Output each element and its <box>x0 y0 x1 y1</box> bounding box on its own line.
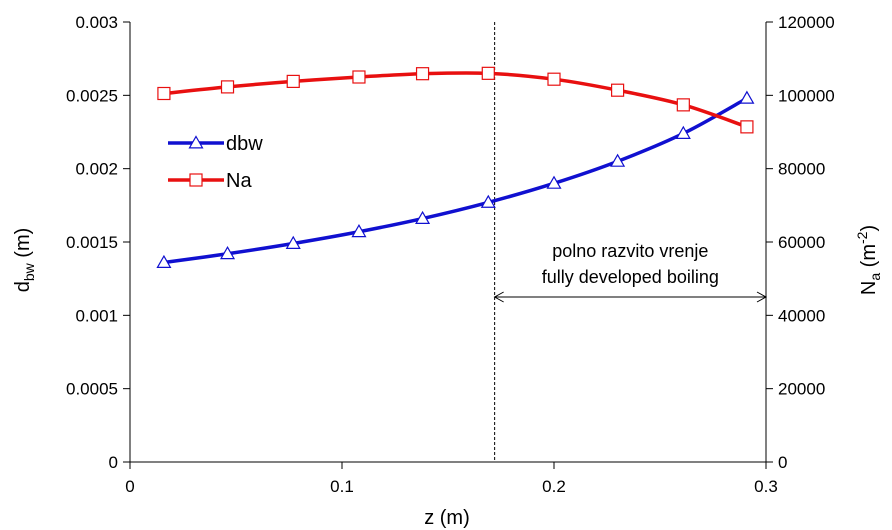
data-point-Na <box>676 98 690 112</box>
data-point-Na <box>481 66 495 80</box>
data-point-Na <box>547 72 561 86</box>
y-right-tick-label: 60000 <box>778 233 825 252</box>
legend: dbw Na <box>168 133 263 192</box>
data-point-Na <box>157 86 171 101</box>
series-dbw <box>156 90 755 269</box>
annotation-arrowhead-right <box>756 291 768 303</box>
annotation-line-2: fully developed boiling <box>542 267 719 287</box>
data-point-Na <box>286 74 300 89</box>
legend-item-dbw: dbw <box>168 133 263 155</box>
legend-marker <box>189 173 203 187</box>
legend-label: Na <box>226 170 252 192</box>
y-right-tick-label: 100000 <box>778 86 835 105</box>
y-right-tick-label: 40000 <box>778 306 825 325</box>
data-point-Na <box>610 83 625 97</box>
y-axis-left-title: dbw (m) <box>12 228 37 293</box>
data-point-dbw <box>415 210 431 225</box>
y-left-title-main: d <box>12 281 34 292</box>
data-point-dbw <box>739 90 755 104</box>
y-right-title-unit-open: (m <box>858 244 880 273</box>
y-left-tick-label: 0.0005 <box>66 380 118 399</box>
y-right-tick-label: 0 <box>778 453 787 472</box>
y-right-title-sub: a <box>867 273 883 281</box>
x-tick-label: 0.3 <box>754 477 778 496</box>
legend-label: dbw <box>226 133 263 155</box>
y-left-tick-label: 0.002 <box>75 160 118 179</box>
x-tick-label: 0 <box>125 477 134 496</box>
annotation-line-1: polno razvito vrenje <box>552 241 708 261</box>
data-point-dbw <box>219 246 236 260</box>
annotation: polno razvito vrenje fully developed boi… <box>493 22 768 462</box>
data-point-dbw <box>351 224 367 238</box>
y-left-tick-label: 0.003 <box>75 13 118 32</box>
legend-marker <box>188 135 204 149</box>
y-left-tick-label: 0 <box>109 453 118 472</box>
y-left-title-unit: (m) <box>12 228 34 264</box>
annotation-arrowhead-left <box>493 291 504 303</box>
data-point-dbw <box>546 175 562 189</box>
data-point-Na <box>415 67 430 81</box>
data-point-dbw <box>480 194 496 208</box>
y-left-title-sub: bw <box>21 262 37 281</box>
series-line-dbw <box>163 96 748 265</box>
data-point-Na <box>220 80 235 94</box>
y-right-tick-label: 20000 <box>778 380 825 399</box>
series-Na <box>157 66 754 134</box>
y-right-title-sup: -2 <box>854 231 870 244</box>
y-right-tick-label: 80000 <box>778 160 825 179</box>
x-tick-label: 0.1 <box>330 477 354 496</box>
y-right-tick-label: 120000 <box>778 13 835 32</box>
series-layer <box>156 66 755 269</box>
y-right-title-unit-close: ) <box>858 225 880 232</box>
y-left-tick-label: 0.0025 <box>66 86 118 105</box>
data-point-Na <box>352 70 366 84</box>
ticks: 0 0.1 0.2 0.300.00050.0010.00150.0020.00250… <box>66 13 835 496</box>
series-line-Na <box>163 71 748 129</box>
y-left-tick-label: 0.001 <box>75 306 118 325</box>
data-point-dbw <box>285 235 301 249</box>
y-left-tick-label: 0.0015 <box>66 233 118 252</box>
x-tick-label: 0.2 <box>542 477 566 496</box>
y-right-title-main: N <box>858 281 880 295</box>
legend-item-Na: Na <box>168 170 252 192</box>
data-point-dbw <box>610 153 626 167</box>
data-point-Na <box>740 120 754 134</box>
y-axis-right-title: Na (m-2) <box>854 225 883 295</box>
data-point-dbw <box>675 125 691 139</box>
x-axis-title: z (m) <box>424 507 470 529</box>
data-point-dbw <box>156 254 172 269</box>
